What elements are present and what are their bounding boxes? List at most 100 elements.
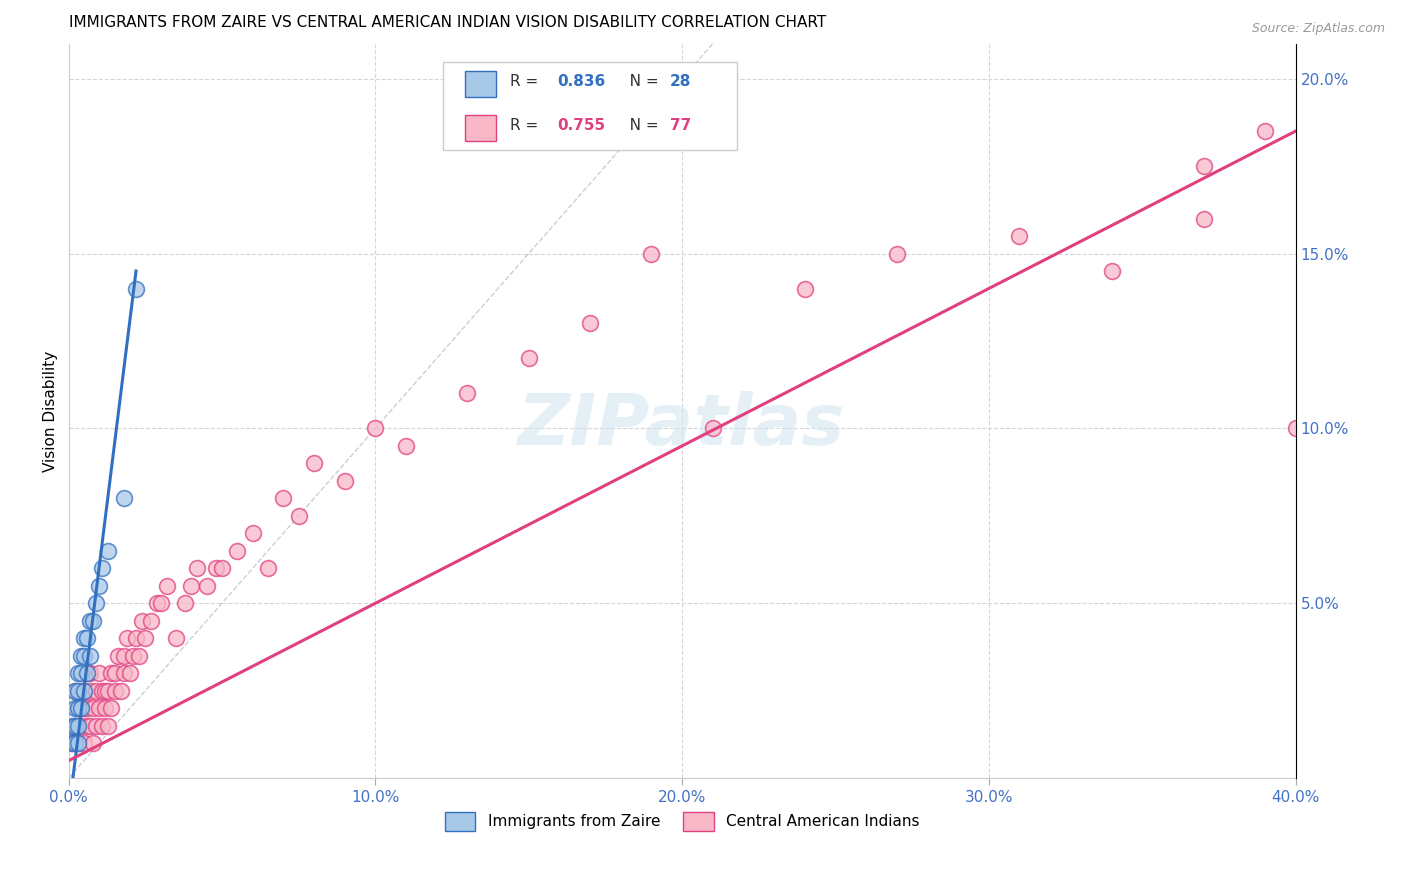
Point [63,683,86,698]
Point [125,281,148,295]
Point [517,351,540,366]
Point [125,632,148,646]
Point [226,544,249,558]
Point [69,648,91,663]
Point [271,491,294,506]
Point [886,246,908,260]
Point [1284,421,1306,435]
Point [69,719,91,733]
Point [211,561,233,575]
Point [63,719,86,733]
Point [97,683,120,698]
Point [84,683,107,698]
Point [195,579,218,593]
Point [302,457,325,471]
Point [66,701,89,715]
Point [186,561,208,575]
Point [395,439,418,453]
Point [79,666,101,681]
Point [1192,159,1215,173]
Point [91,683,114,698]
Point [89,701,111,715]
Point [73,683,96,698]
Point [134,632,156,646]
Text: ZIPatlas: ZIPatlas [519,391,846,460]
Point [156,579,179,593]
Point [107,648,129,663]
Point [63,736,86,750]
Point [82,614,104,628]
Point [97,719,120,733]
Point [66,701,89,715]
Point [103,683,125,698]
Text: IMMIGRANTS FROM ZAIRE VS CENTRAL AMERICAN INDIAN VISION DISABILITY CORRELATION C: IMMIGRANTS FROM ZAIRE VS CENTRAL AMERICA… [69,15,825,30]
FancyBboxPatch shape [465,70,495,96]
FancyBboxPatch shape [465,115,495,141]
Text: 77: 77 [669,119,690,134]
Point [1008,229,1031,244]
Point [69,683,91,698]
Point [702,421,724,435]
Point [174,596,197,610]
Point [60,736,83,750]
Point [122,648,145,663]
Point [364,421,387,435]
Point [60,736,83,750]
Point [100,701,122,715]
Point [579,317,602,331]
Point [94,701,117,715]
Point [141,614,163,628]
Point [76,666,98,681]
Point [333,474,356,488]
Point [73,736,96,750]
Point [456,386,478,401]
Point [91,561,114,575]
Text: N =: N = [614,74,664,89]
Point [84,596,107,610]
Point [73,701,96,715]
Point [79,614,101,628]
Point [242,526,264,541]
Point [63,719,86,733]
Point [128,648,150,663]
Point [89,579,111,593]
Point [1101,264,1123,278]
Text: 0.755: 0.755 [557,119,605,134]
Point [66,736,89,750]
Text: N =: N = [614,119,664,134]
Point [89,666,111,681]
Y-axis label: Vision Disability: Vision Disability [44,351,58,472]
Point [112,491,135,506]
Point [165,632,187,646]
Point [66,683,89,698]
Point [180,579,202,593]
Point [69,701,91,715]
Point [112,648,135,663]
Point [76,701,98,715]
Point [63,701,86,715]
Point [69,701,91,715]
Point [110,683,132,698]
Point [73,648,96,663]
Point [82,736,104,750]
Point [60,719,83,733]
Point [103,666,125,681]
Text: R =: R = [510,74,543,89]
Point [82,701,104,715]
Point [115,632,138,646]
Point [112,666,135,681]
Point [146,596,169,610]
Point [79,719,101,733]
Point [149,596,172,610]
Point [63,683,86,698]
Legend: Immigrants from Zaire, Central American Indians: Immigrants from Zaire, Central American … [439,805,925,837]
Point [73,632,96,646]
Point [79,683,101,698]
Point [131,614,153,628]
Point [66,719,89,733]
Point [97,544,120,558]
Point [640,246,662,260]
Point [287,508,309,523]
Point [76,632,98,646]
Point [1254,124,1277,138]
